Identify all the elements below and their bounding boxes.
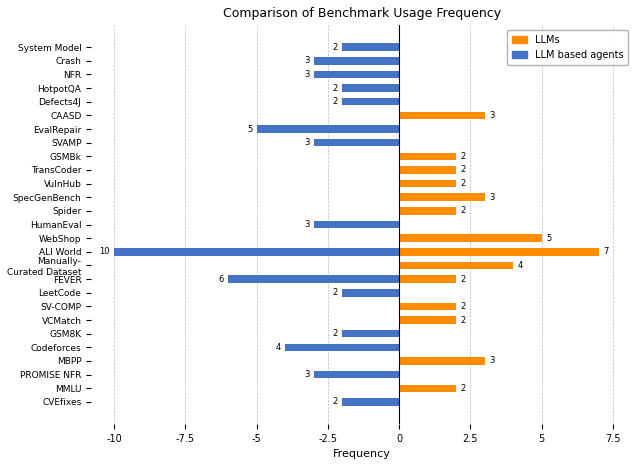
Text: 5: 5 bbox=[247, 124, 252, 134]
Bar bbox=[399, 275, 456, 283]
Bar bbox=[399, 193, 484, 201]
Bar bbox=[399, 112, 484, 119]
Bar bbox=[399, 384, 456, 392]
Text: 3: 3 bbox=[304, 70, 309, 79]
Text: 2: 2 bbox=[461, 165, 466, 174]
Text: 10: 10 bbox=[99, 247, 109, 256]
Text: 2: 2 bbox=[461, 206, 466, 215]
Text: 3: 3 bbox=[489, 111, 495, 120]
Bar bbox=[399, 302, 456, 310]
Bar bbox=[257, 125, 399, 133]
Bar bbox=[342, 330, 399, 337]
Bar bbox=[314, 57, 399, 65]
Text: 4: 4 bbox=[518, 261, 523, 270]
Bar bbox=[342, 43, 399, 51]
Text: 3: 3 bbox=[304, 56, 309, 65]
Bar bbox=[314, 139, 399, 146]
Text: 2: 2 bbox=[333, 288, 338, 297]
Text: 3: 3 bbox=[304, 220, 309, 229]
Text: 2: 2 bbox=[461, 384, 466, 393]
Bar bbox=[342, 98, 399, 105]
Bar bbox=[342, 289, 399, 296]
Text: 2: 2 bbox=[461, 274, 466, 284]
Bar bbox=[342, 398, 399, 406]
Text: 2: 2 bbox=[333, 83, 338, 93]
Bar bbox=[399, 166, 456, 174]
Text: 4: 4 bbox=[276, 343, 281, 352]
Text: 3: 3 bbox=[304, 138, 309, 147]
Text: 5: 5 bbox=[546, 233, 551, 243]
Bar bbox=[399, 207, 456, 215]
Title: Comparison of Benchmark Usage Frequency: Comparison of Benchmark Usage Frequency bbox=[223, 7, 501, 20]
Bar bbox=[114, 248, 399, 255]
Text: 2: 2 bbox=[333, 97, 338, 106]
Bar bbox=[399, 357, 484, 365]
Text: 3: 3 bbox=[489, 356, 495, 365]
Legend: LLMs, LLM based agents: LLMs, LLM based agents bbox=[508, 30, 628, 65]
Text: 3: 3 bbox=[304, 370, 309, 379]
Bar bbox=[399, 316, 456, 324]
Bar bbox=[342, 84, 399, 92]
Text: 2: 2 bbox=[461, 302, 466, 311]
Text: 2: 2 bbox=[461, 179, 466, 188]
Text: 2: 2 bbox=[333, 43, 338, 52]
X-axis label: Frequency: Frequency bbox=[333, 449, 391, 459]
Text: 6: 6 bbox=[218, 274, 224, 284]
Bar bbox=[228, 275, 399, 283]
Text: 2: 2 bbox=[461, 315, 466, 324]
Bar bbox=[314, 371, 399, 378]
Bar bbox=[314, 71, 399, 78]
Text: 2: 2 bbox=[461, 152, 466, 161]
Text: 2: 2 bbox=[333, 397, 338, 406]
Bar bbox=[399, 262, 513, 269]
Bar bbox=[399, 234, 542, 242]
Text: 3: 3 bbox=[489, 193, 495, 202]
Bar bbox=[285, 343, 399, 351]
Bar bbox=[399, 180, 456, 187]
Text: 7: 7 bbox=[603, 247, 609, 256]
Bar bbox=[314, 221, 399, 228]
Text: 2: 2 bbox=[333, 329, 338, 338]
Bar bbox=[399, 248, 599, 255]
Bar bbox=[399, 152, 456, 160]
